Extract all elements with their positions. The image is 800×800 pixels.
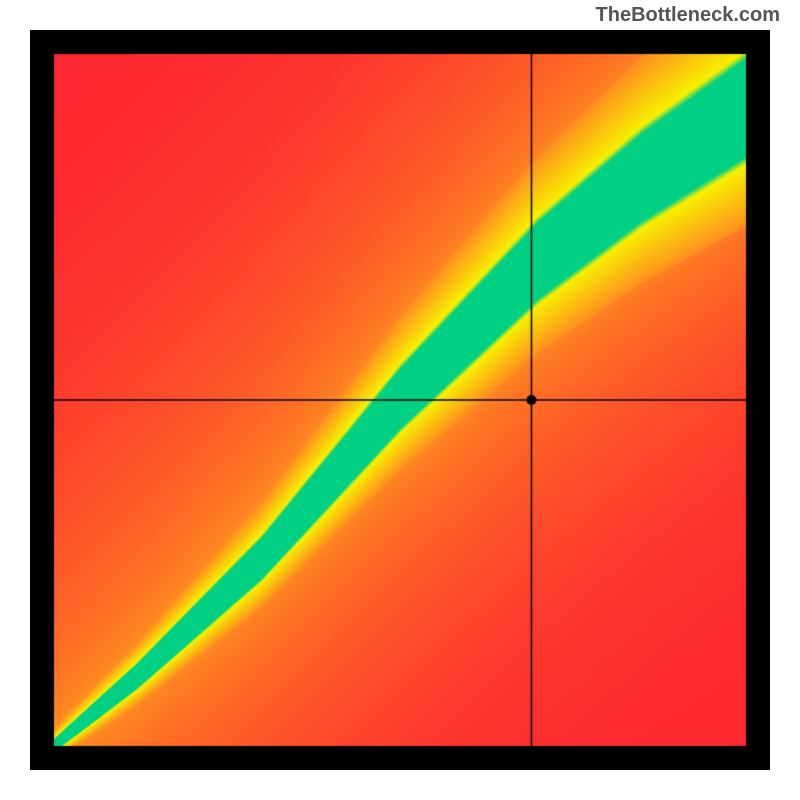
chart-container: TheBottleneck.com bbox=[0, 0, 800, 800]
watermark-text: TheBottleneck.com bbox=[596, 4, 780, 27]
plot-area bbox=[30, 30, 770, 770]
heatmap-canvas bbox=[30, 30, 770, 770]
